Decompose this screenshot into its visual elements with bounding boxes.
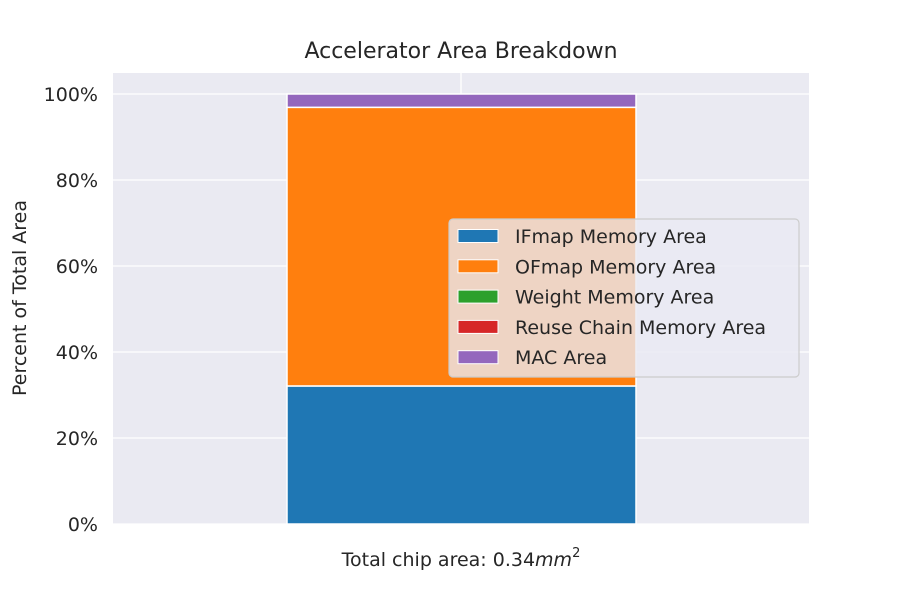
legend-label: MAC Area xyxy=(515,347,607,369)
y-tick-label: 0% xyxy=(68,514,98,536)
x-axis-label-unit: mm xyxy=(535,549,572,571)
bar-segment-mac-area xyxy=(286,93,637,109)
legend-swatch xyxy=(457,259,499,274)
legend-swatch xyxy=(457,229,499,243)
bar-segment-ifmap-memory-area xyxy=(286,385,637,525)
y-tick-labels: 0% 20% 40% 60% 80% 100% xyxy=(44,84,98,536)
legend-label: Reuse Chain Memory Area xyxy=(515,317,766,339)
legend-label: OFmap Memory Area xyxy=(515,256,716,278)
legend-label: Weight Memory Area xyxy=(515,287,714,309)
y-tick-label: 80% xyxy=(56,170,98,192)
x-axis-label-text: Total chip area: 0.34 xyxy=(341,549,535,571)
legend-label: IFmap Memory Area xyxy=(515,226,707,248)
legend: IFmap Memory Area OFmap Memory Area Weight… xyxy=(448,218,800,378)
y-tick-label: 20% xyxy=(56,428,98,450)
legend-swatch xyxy=(457,350,499,365)
y-tick-label: 100% xyxy=(44,84,98,106)
y-tick-label: 40% xyxy=(56,342,98,364)
y-axis-label: Percent of Total Area xyxy=(9,200,31,396)
x-axis-label-exponent: 2 xyxy=(572,546,580,561)
legend-swatch xyxy=(457,289,499,304)
y-tick-label: 60% xyxy=(56,256,98,278)
x-axis-label: Total chip area: 0.34mm2 xyxy=(341,546,581,571)
legend-swatch xyxy=(457,319,499,334)
chart-title: Accelerator Area Breakdown xyxy=(304,39,617,64)
legend-frame xyxy=(448,218,800,378)
